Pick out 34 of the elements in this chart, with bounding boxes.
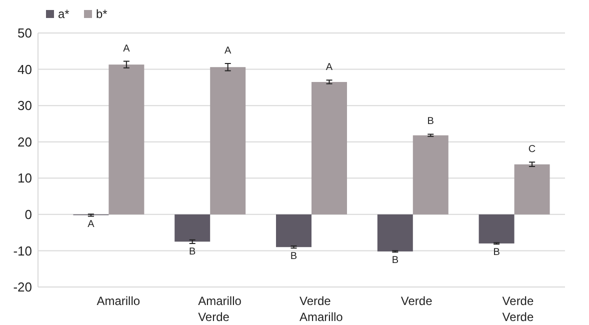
x-tick-label: Verde Verde bbox=[502, 294, 534, 324]
data-label: B bbox=[392, 255, 399, 266]
y-tick-label: 0 bbox=[24, 206, 32, 222]
bar bbox=[412, 135, 448, 214]
bar bbox=[312, 82, 347, 214]
x-tick-label: Verde Amarillo bbox=[300, 294, 344, 324]
y-tick-label: 50 bbox=[18, 26, 32, 41]
bar bbox=[478, 214, 514, 244]
legend-label: b* bbox=[96, 7, 108, 22]
y-tick-label: -10 bbox=[13, 243, 32, 258]
legend-label: a* bbox=[58, 7, 70, 22]
data-label: B bbox=[493, 247, 500, 258]
y-tick-label: 20 bbox=[18, 134, 32, 150]
bar bbox=[108, 64, 144, 214]
data-label: C bbox=[528, 144, 536, 156]
data-label: A bbox=[88, 219, 95, 230]
bar bbox=[514, 164, 550, 214]
data-label: B bbox=[427, 116, 434, 128]
y-tick-label: 10 bbox=[18, 170, 32, 186]
bar bbox=[210, 67, 246, 214]
y-tick-label: -20 bbox=[13, 280, 32, 295]
bar bbox=[174, 214, 210, 242]
data-label: A bbox=[123, 43, 130, 54]
data-label: A bbox=[224, 45, 232, 56]
data-label: A bbox=[326, 62, 333, 74]
x-tick-label: Verde bbox=[400, 294, 433, 308]
bar bbox=[276, 214, 312, 248]
y-tick-label: 40 bbox=[18, 62, 32, 77]
x-tick-label: Amarillo bbox=[96, 294, 140, 308]
x-tick-label: Amarillo Verde bbox=[198, 294, 242, 324]
y-tick-label: 30 bbox=[18, 98, 32, 114]
data-label: B bbox=[290, 251, 298, 262]
data-label: B bbox=[189, 246, 196, 258]
bar bbox=[377, 214, 413, 252]
